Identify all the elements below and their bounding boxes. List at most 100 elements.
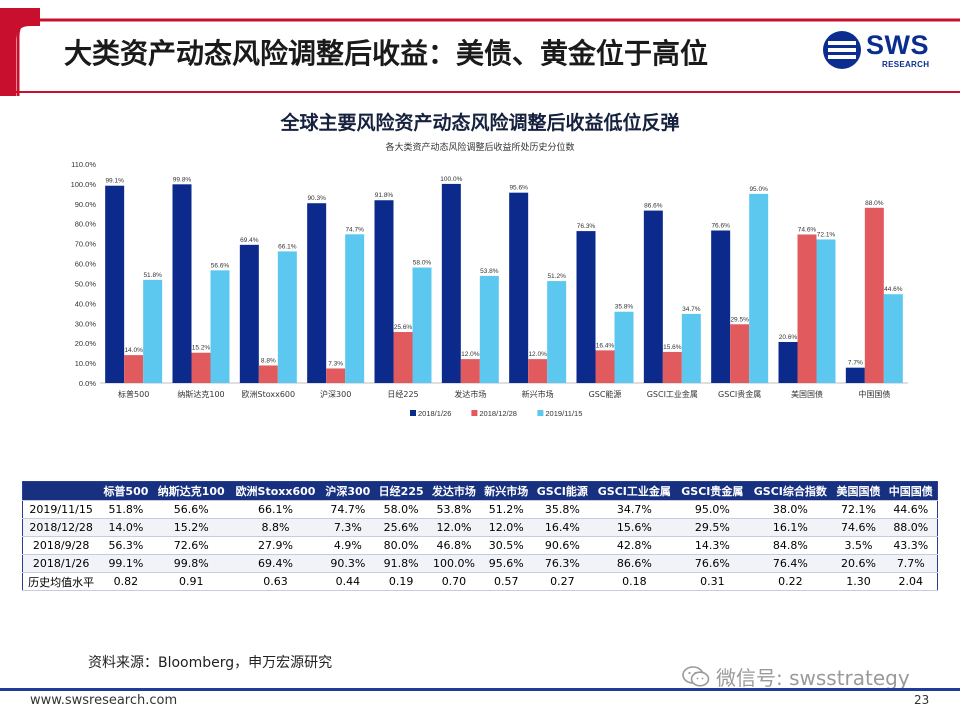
bar-2019/11/15: [547, 281, 567, 383]
table-cell: 0.31: [676, 572, 749, 591]
table-cell: 74.7%: [321, 500, 375, 519]
table-column-header: 中国国债: [884, 481, 938, 501]
table-cell: 4.9%: [321, 536, 375, 555]
table-body: 2019/11/15 51.8% 56.6% 66.1% 74.7% 58.0% 53.8%…: [22, 500, 938, 591]
bar-2018/1/26: [172, 184, 192, 383]
table-column-header: 标普500: [99, 481, 153, 501]
table-cell: 15.6%: [592, 518, 677, 537]
table-cell: 56.3%: [99, 536, 153, 555]
table-row: 2018/9/28 56.3% 72.6% 27.9% 4.9% 80.0% 46.8% 30…: [22, 536, 938, 555]
table-cell: 0.22: [748, 572, 833, 591]
table-cell: 0.70: [427, 572, 481, 591]
page-number: 23: [914, 693, 930, 707]
data-label: 14.0%: [124, 347, 143, 354]
table-cell: 34.7%: [592, 500, 677, 519]
bar-2019/11/15: [816, 239, 836, 383]
table-cell: 1.30: [832, 572, 885, 591]
table-corner-cell: [22, 481, 100, 501]
table-cell: 66.1%: [229, 500, 322, 519]
table-column-header: 美国国债: [832, 481, 885, 501]
table-cell: 53.8%: [427, 500, 481, 519]
table-cell: 69.4%: [229, 554, 322, 573]
source-note: 资料来源：Bloomberg，申万宏源研究: [88, 655, 333, 671]
chart-title: 全球主要风险资产动态风险调整后收益低位反弹: [280, 112, 680, 134]
table-cell: 0.57: [480, 572, 533, 591]
table-cell: 99.1%: [99, 554, 153, 573]
data-label: 66.1%: [278, 243, 297, 250]
x-tick-label: 标普500: [118, 389, 149, 399]
data-label: 72.1%: [817, 231, 836, 238]
x-tick-label: GSC能源: [589, 389, 622, 399]
table-cell: 95.0%: [676, 500, 749, 519]
table-cell: 76.6%: [676, 554, 749, 573]
bar-2019/11/15: [614, 311, 634, 383]
table-cell: 99.8%: [152, 554, 230, 573]
bar-2018/1/26: [845, 367, 865, 383]
bar-2018/1/26: [778, 341, 798, 383]
table-column-header: GSCI能源: [532, 481, 593, 501]
legend-swatch: [410, 410, 416, 416]
wechat-icon: [682, 665, 710, 687]
table-cell: 0.18: [592, 572, 677, 591]
data-label: 7.7%: [848, 360, 863, 367]
table-cell: 16.4%: [532, 518, 593, 537]
data-label: 74.7%: [345, 226, 364, 233]
data-label: 91.8%: [375, 192, 394, 199]
bar-2019/11/15: [412, 267, 432, 383]
data-label: 8.8%: [261, 357, 276, 364]
x-tick-label: 发达市场: [454, 389, 486, 399]
bar-2019/11/15: [143, 279, 163, 383]
legend-label: 2019/11/15: [545, 409, 582, 418]
table-cell: 2.04: [884, 572, 938, 591]
table-cell: 42.8%: [592, 536, 677, 555]
bar-chart: 0.0% 10.0% 20.0% 30.0% 40.0% 50.0% 60.0% 70.0% 8…: [71, 160, 908, 418]
sws-logo: SWS RESEARCH: [822, 30, 946, 74]
slide-title: 大类资产动态风险调整后收益：美债、黄金位于高位: [64, 37, 709, 70]
data-label: 95.0%: [749, 186, 768, 193]
bar-2019/11/15: [681, 313, 701, 383]
bar-2018/12/28: [124, 355, 144, 383]
table-cell: 84.8%: [748, 536, 833, 555]
y-tick-label: 20.0%: [75, 339, 97, 348]
data-label: 69.4%: [240, 237, 259, 244]
header-band: [0, 8, 960, 96]
x-tick-label: GSCI工业金属: [647, 389, 698, 399]
y-tick-label: 110.0%: [71, 160, 96, 169]
table-cell: 95.6%: [480, 554, 533, 573]
table-cell: 72.6%: [152, 536, 230, 555]
bar-2018/1/26: [239, 244, 259, 383]
y-tick-label: 50.0%: [75, 279, 97, 288]
data-label: 76.6%: [711, 222, 730, 229]
bar-2018/12/28: [393, 332, 413, 383]
table-row: 历史均值水平 0.82 0.91 0.63 0.44 0.19 0.70 0.57 0.27 0.…: [22, 572, 938, 591]
table-cell: 38.0%: [748, 500, 833, 519]
data-label: 25.6%: [394, 324, 413, 331]
data-label: 15.6%: [663, 344, 682, 351]
table-column-header: GSCI贵金属: [676, 481, 749, 501]
bar-2019/11/15: [479, 275, 499, 383]
bar-2018/12/28: [595, 350, 615, 383]
table-cell: 7.7%: [884, 554, 938, 573]
x-tick-label: 美国国债: [791, 389, 823, 399]
legend-swatch: [471, 410, 478, 416]
data-label: 20.6%: [779, 334, 798, 341]
y-tick-label: 70.0%: [75, 240, 97, 249]
bar-2019/11/15: [345, 234, 365, 383]
legend-label: 2018/1/26: [418, 409, 451, 418]
footer-url-link[interactable]: www.swsresearch.com: [30, 693, 178, 708]
table-cell: 100.0%: [427, 554, 481, 573]
sws-logo-mark-icon: [823, 31, 861, 69]
data-label: 86.6%: [644, 203, 663, 210]
y-tick-label: 10.0%: [75, 359, 97, 368]
table-cell: 76.3%: [532, 554, 593, 573]
data-label: 15.2%: [192, 345, 211, 352]
y-tick-label: 100.0%: [71, 180, 97, 189]
x-tick-label: 中国国债: [858, 389, 890, 399]
table-cell: 0.82: [99, 572, 153, 591]
y-tick-label: 60.0%: [75, 260, 97, 269]
bar-2018/1/26: [374, 200, 394, 383]
table-cell: 91.8%: [374, 554, 428, 573]
table-cell: 90.6%: [532, 536, 593, 555]
table-cell: 12.0%: [427, 518, 481, 537]
table-cell: 15.2%: [152, 518, 230, 537]
